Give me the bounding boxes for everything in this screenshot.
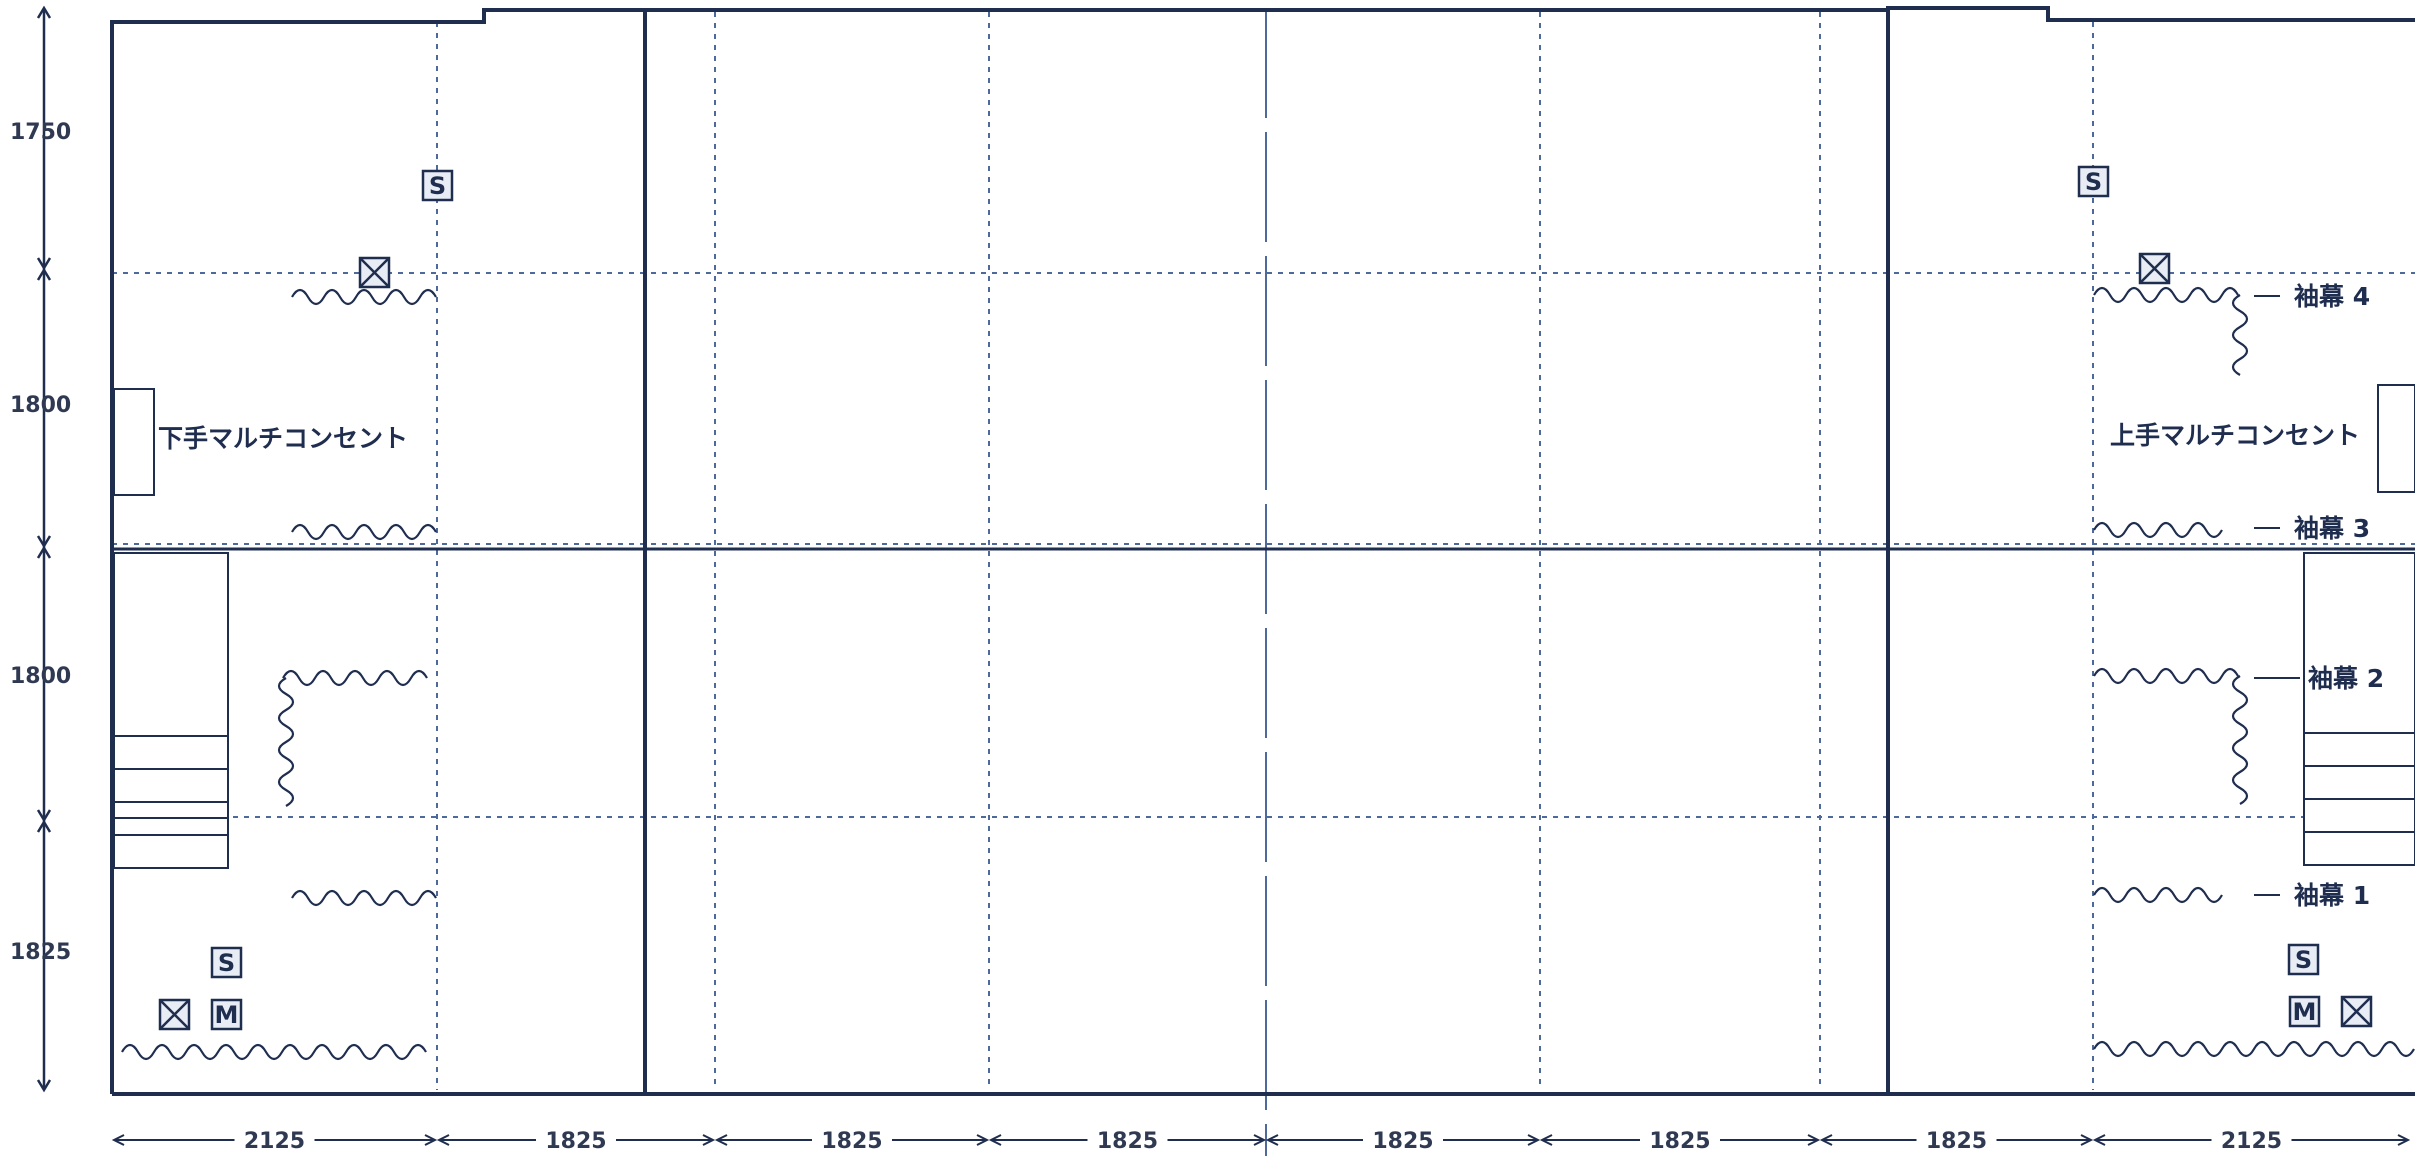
dim-arrow [988, 1134, 1002, 1146]
left-dimension-line [36, 5, 52, 1093]
dim-arrow [1539, 1134, 1553, 1146]
shimote-outlet-box [113, 388, 155, 496]
speaker-kamite-upper-letter: S [2085, 168, 2102, 196]
dim-bottom-8: 2125 [2221, 1129, 2282, 1154]
kamite-outlet-box [2377, 384, 2415, 493]
dim-left-1: 1750 [10, 120, 71, 145]
sode-label-3: 袖幕 3 [2294, 514, 2370, 543]
dotted-grid [112, 12, 2415, 1090]
dim-bottom-6: 1825 [1649, 1129, 1710, 1154]
kamite-stairs [2303, 552, 2415, 866]
dim-left-3: 1800 [10, 664, 71, 689]
speaker-kamite-lower-letter: S [2295, 946, 2312, 974]
shimote-outlet-label: 下手マルチコンセント [158, 424, 408, 453]
monitor-kamite: M [2288, 995, 2321, 1028]
shimote-curtain-2 [282, 669, 428, 687]
dim-arrow [702, 1134, 716, 1146]
kamite-curtain-4 [2093, 286, 2239, 304]
xbox-shimote-lower [158, 998, 191, 1031]
kamite-curtain-4-side [2231, 294, 2249, 376]
shimote-curtain-1 [291, 889, 437, 907]
dim-left-4: 1825 [10, 940, 71, 965]
dim-arrow [1253, 1134, 1267, 1146]
bottom-dimension-row: 2125 1825 1825 1825 1825 1825 1825 2125 [111, 1129, 2411, 1154]
speaker-kamite-upper: S [2077, 165, 2110, 198]
monitor-shimote: M [210, 998, 243, 1031]
dim-arrow [2397, 1134, 2411, 1146]
sode-label-2: 袖幕 2 [2308, 664, 2384, 693]
shimote-curtain-2-side [277, 677, 295, 807]
kamite-outlet-label: 上手マルチコンセント [2110, 421, 2360, 450]
curtain-wave-group [121, 286, 2415, 1061]
dim-arrow [424, 1134, 438, 1146]
xbox-kamite-lower [2340, 995, 2373, 1028]
dim-arrow [2080, 1134, 2094, 1146]
kamite-curtain-3 [2093, 521, 2223, 539]
xbox-kamite-upper [2138, 252, 2171, 285]
dim-arrow [111, 1134, 125, 1146]
speaker-kamite-lower: S [2287, 943, 2320, 976]
shimote-curtain-4 [291, 288, 437, 306]
shimote-curtain-3 [291, 523, 437, 541]
shimote-stairs [113, 552, 229, 869]
dim-arrow [714, 1134, 728, 1146]
dim-bottom-1: 2125 [244, 1129, 305, 1154]
kamite-curtain-2 [2093, 667, 2239, 685]
speaker-shimote-upper: S [421, 169, 454, 202]
dim-arrow [1819, 1134, 1833, 1146]
kamite-curtain-2-side [2231, 675, 2249, 805]
dim-bottom-5: 1825 [1372, 1129, 1433, 1154]
sode-label-4: 袖幕 4 [2294, 282, 2370, 311]
sode-leader-lines [2254, 295, 2300, 896]
dim-bottom-4: 1825 [1097, 1129, 1158, 1154]
dim-arrow [1527, 1134, 1541, 1146]
left-dimension-labels: 1750 1800 1800 1825 [10, 120, 71, 965]
dim-left-2: 1800 [10, 393, 71, 418]
shimote-back-curtain [121, 1043, 427, 1061]
sode-label-1: 袖幕 1 [2294, 881, 2370, 910]
kamite-curtain-1 [2093, 886, 2223, 904]
monitor-shimote-letter: M [215, 1001, 239, 1029]
speaker-shimote-upper-letter: S [429, 172, 446, 200]
speaker-shimote-lower-letter: S [218, 949, 235, 977]
xbox-shimote-upper [358, 256, 391, 289]
speaker-shimote-lower: S [210, 946, 243, 979]
dim-bottom-2: 1825 [545, 1129, 606, 1154]
monitor-kamite-letter: M [2293, 998, 2317, 1026]
dim-arrow [1807, 1134, 1821, 1146]
stage-outline [110, 6, 2415, 1096]
dim-arrow [436, 1134, 450, 1146]
kamite-back-curtain [2093, 1040, 2415, 1058]
dim-bottom-3: 1825 [821, 1129, 882, 1154]
dim-bottom-7: 1825 [1926, 1129, 1987, 1154]
dim-arrow [1265, 1134, 1279, 1146]
dim-arrow [2092, 1134, 2106, 1146]
dim-arrow [976, 1134, 990, 1146]
